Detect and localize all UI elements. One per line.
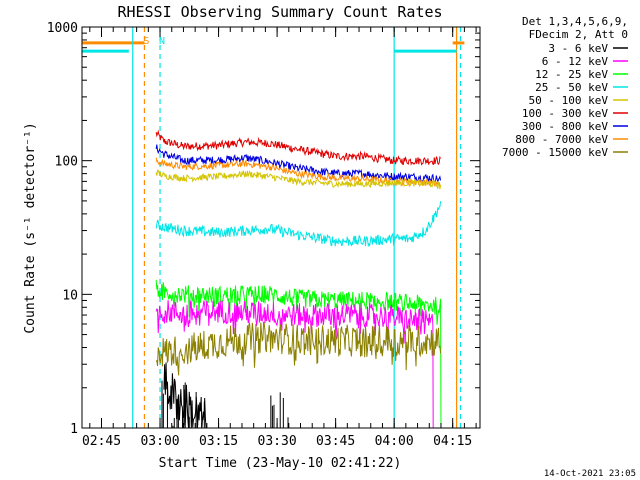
plot-frame — [81, 26, 481, 429]
x-tick-label: 03:15 — [199, 434, 238, 449]
x-tick-label: 03:45 — [316, 434, 355, 449]
y-tick-label: 1 — [70, 422, 78, 437]
legend-label: 800 - 7000 keV — [515, 133, 608, 146]
series-line-7 — [155, 321, 442, 376]
legend-label: 3 - 6 keV — [548, 42, 608, 55]
legend-label: 7000 - 15000 keV — [502, 146, 608, 159]
y-tick-label: 10 — [62, 288, 78, 303]
series-3-6-kev-spikes — [161, 380, 289, 428]
series-line-0 — [155, 129, 442, 166]
annotation-s: S — [143, 36, 149, 47]
flag-night — [82, 27, 462, 428]
series-line-1 — [155, 144, 442, 184]
annotation-n: N — [159, 36, 165, 47]
legend-label: 6 - 12 keV — [542, 55, 609, 68]
legend-label: 12 - 25 keV — [535, 68, 608, 81]
flag-saa — [82, 27, 465, 428]
series-line-8 — [163, 362, 207, 429]
series-line-6 — [155, 299, 434, 429]
legend: Det 1,3,4,5,6,9,FDecim 2, Att 03 - 6 keV… — [502, 15, 628, 159]
date-stamp: 14-Oct-2021 23:05 — [544, 469, 636, 479]
x-tick-label: 03:00 — [140, 434, 179, 449]
y-tick-label: 1000 — [47, 21, 78, 36]
y-axis-label: Count Rate (s⁻¹ detector⁻¹) — [23, 122, 38, 333]
legend-header: Det 1,3,4,5,6,9, — [522, 15, 628, 28]
x-tick-label: 04:15 — [433, 434, 472, 449]
legend-label: 100 - 300 keV — [522, 107, 608, 120]
series-line-5 — [155, 279, 442, 429]
legend-label: 25 - 50 keV — [535, 81, 608, 94]
series-line-4 — [155, 201, 442, 248]
chart-title: RHESSI Observing Summary Count Rates — [117, 3, 442, 21]
x-tick-label: 04:00 — [375, 434, 414, 449]
x-tick-label: 02:45 — [82, 434, 121, 449]
legend-header: FDecim 2, Att 0 — [529, 28, 628, 41]
x-tick-label: 03:30 — [258, 434, 297, 449]
legend-label: 300 - 800 keV — [522, 120, 608, 133]
x-axis-label: Start Time (23-May-10 02:41:22) — [159, 456, 402, 471]
axes: 1 10 100 1000 02:45 03:00 03:15 03:30 03:45 04:00… — [47, 21, 481, 449]
legend-label: 50 - 100 keV — [529, 94, 609, 107]
y-tick-label: 100 — [55, 155, 78, 170]
series-layer — [155, 129, 442, 429]
series-line-3 — [155, 169, 442, 190]
